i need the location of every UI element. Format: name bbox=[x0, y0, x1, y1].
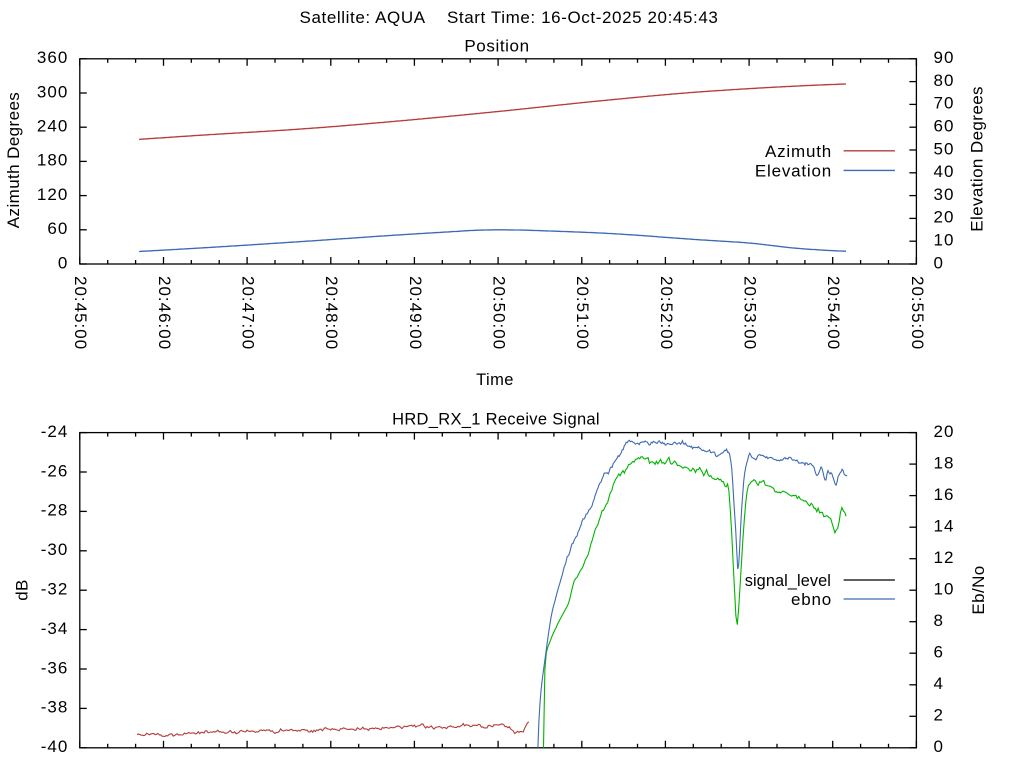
svg-text:0: 0 bbox=[934, 737, 944, 756]
svg-text:20:45:00: 20:45:00 bbox=[71, 276, 90, 350]
svg-text:-36: -36 bbox=[41, 658, 69, 677]
svg-text:18: 18 bbox=[934, 453, 955, 472]
svg-text:80: 80 bbox=[934, 71, 955, 90]
svg-text:20: 20 bbox=[934, 208, 955, 227]
svg-text:-34: -34 bbox=[41, 619, 69, 638]
svg-text:60: 60 bbox=[47, 219, 68, 238]
svg-text:50: 50 bbox=[934, 139, 955, 158]
svg-text:Elevation Degrees: Elevation Degrees bbox=[968, 86, 987, 232]
svg-text:60: 60 bbox=[934, 117, 955, 136]
svg-text:-24: -24 bbox=[41, 422, 69, 441]
svg-text:4: 4 bbox=[934, 674, 944, 693]
svg-text:dB: dB bbox=[12, 579, 31, 601]
svg-text:ebno: ebno bbox=[791, 590, 832, 609]
svg-text:-32: -32 bbox=[41, 580, 69, 599]
svg-text:20:47:00: 20:47:00 bbox=[239, 276, 258, 350]
svg-text:120: 120 bbox=[37, 185, 68, 204]
svg-text:-26: -26 bbox=[41, 461, 69, 480]
svg-text:240: 240 bbox=[37, 117, 68, 136]
svg-text:-30: -30 bbox=[41, 540, 69, 559]
svg-text:20:52:00: 20:52:00 bbox=[657, 276, 676, 350]
svg-text:360: 360 bbox=[37, 48, 68, 67]
svg-text:10: 10 bbox=[934, 231, 955, 250]
svg-text:12: 12 bbox=[934, 548, 955, 567]
svg-text:-38: -38 bbox=[41, 698, 69, 717]
svg-text:Azimuth Degrees: Azimuth Degrees bbox=[4, 92, 23, 228]
svg-text:signal_level: signal_level bbox=[745, 572, 831, 590]
svg-text:90: 90 bbox=[934, 48, 955, 67]
svg-text:Position: Position bbox=[464, 37, 529, 56]
svg-text:-40: -40 bbox=[41, 737, 69, 756]
svg-text:20:49:00: 20:49:00 bbox=[406, 276, 425, 350]
svg-text:8: 8 bbox=[934, 611, 944, 630]
svg-text:Time: Time bbox=[476, 371, 514, 389]
svg-text:Satellite: AQUA Start Time:: Satellite: AQUA Start Time: 16-Oct-2025 … bbox=[300, 8, 719, 27]
svg-text:Eb/No: Eb/No bbox=[969, 565, 988, 614]
svg-text:0: 0 bbox=[934, 253, 944, 272]
svg-text:Azimuth: Azimuth bbox=[765, 142, 832, 161]
svg-text:20:48:00: 20:48:00 bbox=[322, 276, 341, 350]
svg-text:20:46:00: 20:46:00 bbox=[155, 276, 174, 350]
svg-text:30: 30 bbox=[934, 185, 955, 204]
svg-text:2: 2 bbox=[934, 706, 944, 725]
svg-text:14: 14 bbox=[934, 517, 955, 536]
svg-text:20: 20 bbox=[934, 422, 955, 441]
svg-text:-28: -28 bbox=[41, 501, 69, 520]
svg-text:Elevation: Elevation bbox=[755, 161, 832, 180]
svg-text:0: 0 bbox=[58, 253, 68, 272]
svg-text:20:50:00: 20:50:00 bbox=[490, 276, 509, 350]
svg-text:16: 16 bbox=[934, 485, 955, 504]
svg-text:20:54:00: 20:54:00 bbox=[824, 276, 843, 350]
svg-text:20:53:00: 20:53:00 bbox=[741, 276, 760, 350]
svg-text:6: 6 bbox=[934, 643, 944, 662]
svg-text:HRD_RX_1 Receive Signal: HRD_RX_1 Receive Signal bbox=[392, 410, 600, 428]
svg-text:180: 180 bbox=[37, 151, 68, 170]
svg-text:20:51:00: 20:51:00 bbox=[573, 276, 592, 350]
svg-text:40: 40 bbox=[934, 162, 955, 181]
svg-text:300: 300 bbox=[37, 82, 68, 101]
svg-text:20:55:00: 20:55:00 bbox=[908, 276, 927, 350]
svg-text:10: 10 bbox=[934, 580, 955, 599]
svg-text:70: 70 bbox=[934, 94, 955, 113]
